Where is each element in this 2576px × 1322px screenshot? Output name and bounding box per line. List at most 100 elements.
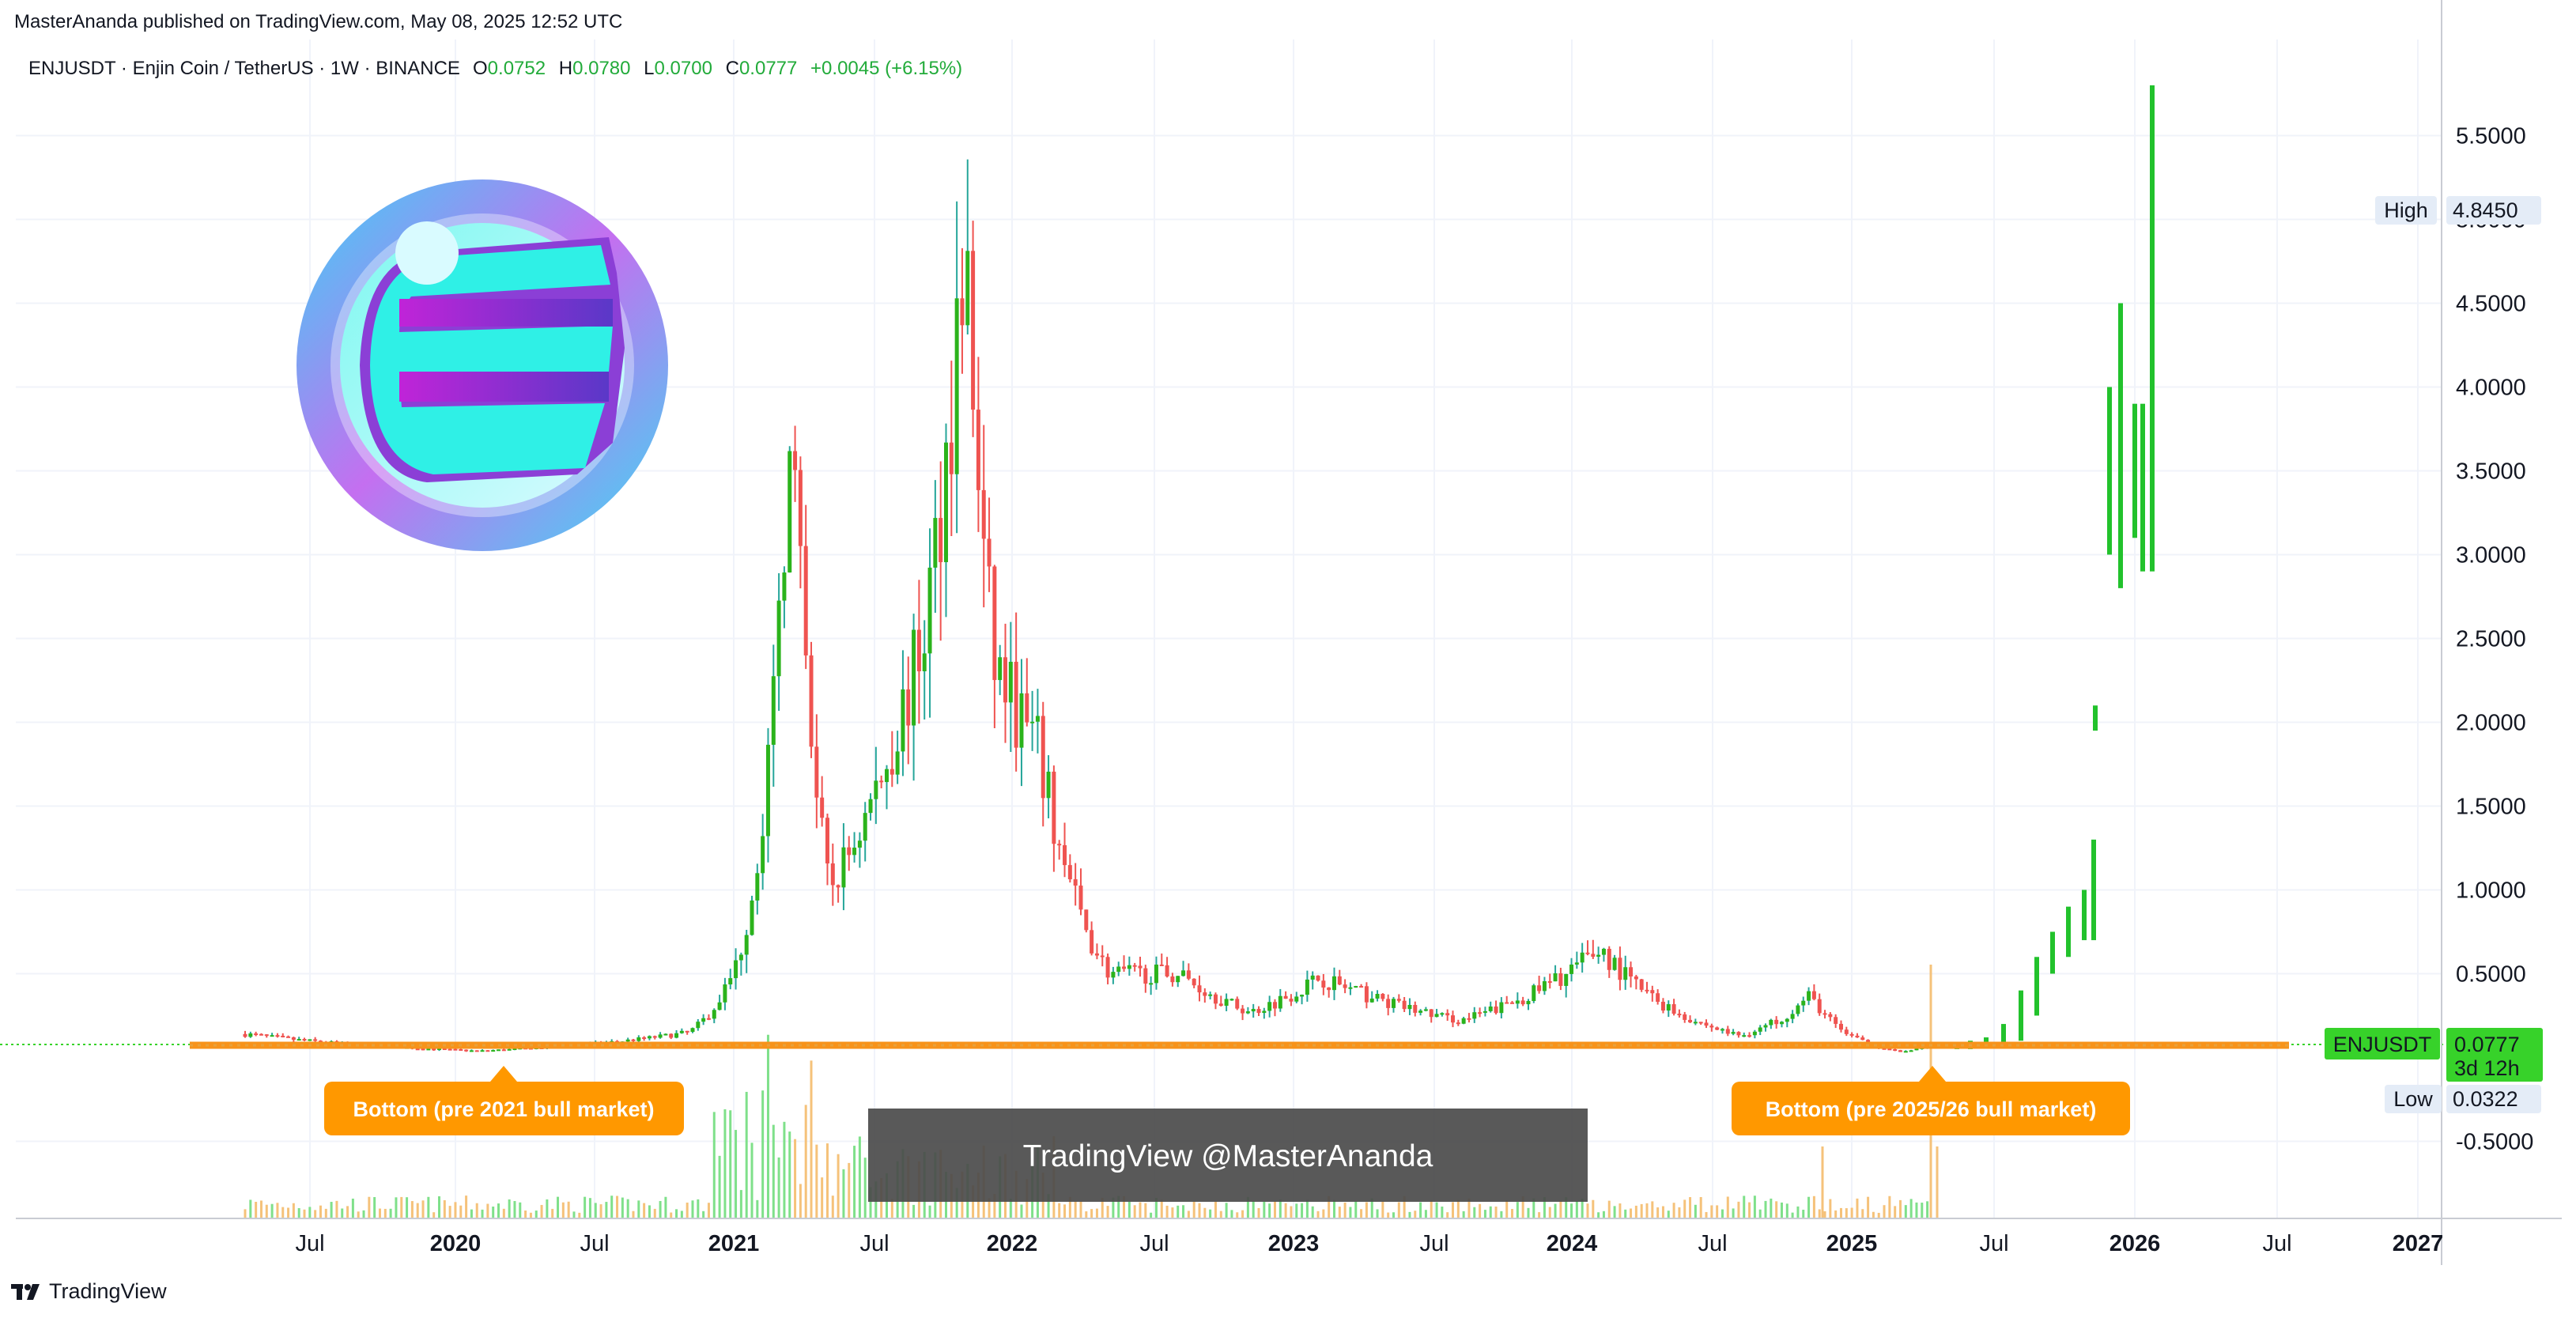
candle-body <box>1623 967 1628 980</box>
volume-bar <box>853 1146 856 1218</box>
candle-body <box>1855 1035 1860 1038</box>
candle-body <box>1235 999 1240 1009</box>
volume-bar <box>1430 1199 1433 1218</box>
candle-body <box>701 1018 706 1022</box>
volume-bar <box>605 1202 608 1218</box>
volume-bar <box>524 1211 527 1218</box>
volume-bar <box>1414 1211 1417 1218</box>
volume-bar <box>1818 1209 1821 1218</box>
volume-bar <box>1710 1205 1713 1218</box>
volume-bar <box>1796 1206 1800 1218</box>
candle-body <box>1197 985 1202 993</box>
candle-body <box>1898 1050 1903 1052</box>
volume-bar <box>890 1199 893 1218</box>
annotation-bottom-2021[interactable]: Bottom (pre 2021 bull market) <box>324 1066 684 1135</box>
svg-text:0.0322: 0.0322 <box>2453 1087 2518 1111</box>
candle-body <box>1828 1014 1833 1018</box>
candle-body <box>1456 1022 1460 1025</box>
candle-body <box>432 1048 436 1051</box>
volume-bar <box>492 1207 495 1218</box>
volume-bar <box>1527 1207 1530 1218</box>
time-axis[interactable]: Jul 2020 Jul 2021 Jul 2022 Jul 2023 Jul 2024 Jul 20… <box>295 1231 2443 1256</box>
volume-bar <box>1575 1200 1578 1218</box>
volume-bar <box>1758 1209 1762 1218</box>
volume-bar <box>561 1202 565 1218</box>
volume-bar <box>653 1208 656 1218</box>
candle-body <box>696 1022 701 1029</box>
candle-body <box>868 799 873 814</box>
volume-bar <box>1630 1208 1633 1218</box>
candle-body <box>1251 1009 1256 1012</box>
volume-bar <box>1936 1146 1939 1218</box>
candle-body <box>965 251 970 326</box>
candle-body <box>1849 1033 1854 1036</box>
time-tick-label: 2022 <box>987 1231 1038 1256</box>
candle-body <box>1844 1029 1849 1034</box>
volume-bar <box>1452 1202 1455 1218</box>
candle-body <box>1019 693 1024 748</box>
volume-bar <box>621 1197 624 1218</box>
candle-body <box>1283 995 1288 999</box>
candle-body <box>976 410 980 490</box>
candle-body <box>512 1048 517 1051</box>
volume-bar <box>863 1158 867 1218</box>
candle-body <box>1105 957 1110 978</box>
symbol-info[interactable]: ENJUSDT · Enjin Coin / TetherUS · 1W · B… <box>28 58 460 79</box>
volume-bar <box>572 1211 576 1218</box>
candle-body <box>1208 994 1213 996</box>
volume-bar <box>1483 1210 1486 1218</box>
candle-body <box>1386 999 1391 1008</box>
volume-bar <box>1009 1199 1012 1218</box>
candle-body <box>830 863 835 886</box>
price-tick-label: 4.0000 <box>2456 375 2526 400</box>
annotation-bottom-2025[interactable]: Bottom (pre 2025/26 bull market) <box>1732 1066 2130 1135</box>
candle-body <box>1569 964 1574 974</box>
volume-bar <box>1877 1212 1880 1218</box>
volume-bar <box>519 1202 522 1218</box>
candle-body <box>847 847 852 856</box>
candle-body <box>1396 999 1401 1001</box>
volume-bar <box>1058 1203 1061 1218</box>
volume-bar <box>1160 1199 1163 1218</box>
tradingview-brand[interactable]: TradingView <box>11 1279 167 1304</box>
candle-body <box>1494 1006 1498 1014</box>
volume-bar <box>1511 1209 1514 1218</box>
time-tick-label: 2023 <box>1268 1231 1320 1256</box>
candle-body <box>1025 693 1029 723</box>
price-axis[interactable]: 5.50005.00004.50004.00003.50003.00002.50… <box>2456 123 2533 1154</box>
volume-bar <box>1699 1196 1702 1218</box>
volume-bar <box>1074 1201 1077 1218</box>
volume-bar <box>691 1200 694 1218</box>
candle-body <box>906 689 911 726</box>
published-caption: MasterAnanda published on TradingView.co… <box>14 11 623 32</box>
volume-bar <box>1182 1205 1185 1218</box>
candle-body <box>1229 999 1234 1001</box>
volume-bar <box>1640 1203 1643 1218</box>
volume-bar <box>1263 1201 1266 1218</box>
volume-bar <box>1592 1199 1595 1218</box>
candle-body <box>1310 975 1315 980</box>
candle-body <box>1558 973 1563 986</box>
volume-bar <box>265 1204 268 1218</box>
candle-body <box>1046 771 1051 799</box>
candle-body <box>642 1037 647 1039</box>
candle-body <box>723 984 727 1003</box>
volume-bar <box>1516 1202 1519 1218</box>
time-tick-label: Jul <box>1419 1231 1449 1256</box>
candle-body <box>874 780 878 799</box>
candle-body <box>1591 954 1596 957</box>
candle-body <box>1143 968 1148 984</box>
candle-body <box>836 885 840 888</box>
volume-bar <box>1894 1206 1897 1218</box>
volume-bar <box>1133 1205 1136 1218</box>
volume-bar <box>270 1203 274 1218</box>
volume-bar <box>534 1211 538 1218</box>
volume-bar <box>1494 1207 1498 1218</box>
candle-body <box>922 653 927 671</box>
volume-bar <box>1154 1198 1158 1218</box>
volume-bar <box>1548 1207 1551 1218</box>
volume-bar <box>1101 1198 1104 1218</box>
candle-body <box>1256 1009 1261 1014</box>
volume-bar <box>421 1200 425 1218</box>
